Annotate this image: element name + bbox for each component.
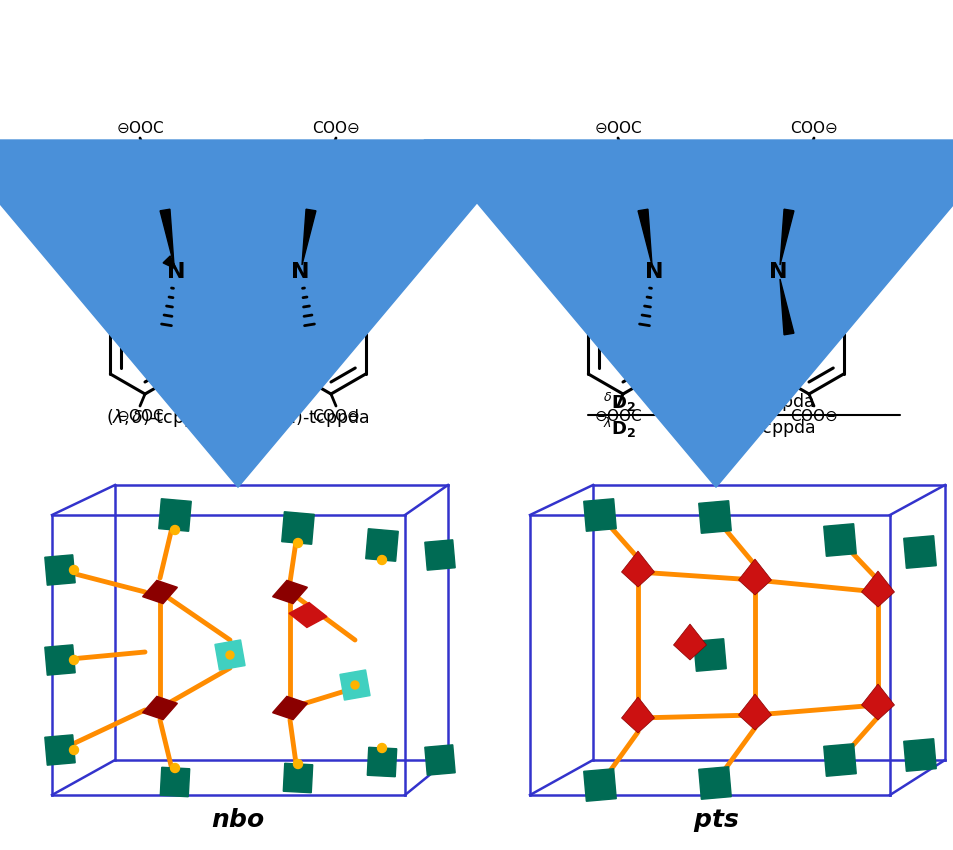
Text: N: N	[291, 262, 309, 282]
Polygon shape	[273, 581, 307, 604]
Text: $\ominus$OOC: $\ominus$OOC	[593, 408, 641, 423]
Polygon shape	[822, 744, 856, 776]
Polygon shape	[45, 645, 75, 675]
Polygon shape	[142, 696, 177, 720]
Polygon shape	[673, 624, 706, 660]
Text: COO$\ominus$: COO$\ominus$	[312, 408, 359, 423]
Text: COO$\ominus$: COO$\ominus$	[312, 121, 359, 136]
Polygon shape	[214, 640, 245, 670]
Text: $^{\lambda}\mathbf{D_2}$: $^{\lambda}\mathbf{D_2}$	[602, 416, 636, 440]
Text: N: N	[644, 262, 662, 282]
Text: N: N	[768, 262, 786, 282]
Text: $\ominus$OOC: $\ominus$OOC	[593, 121, 641, 136]
Polygon shape	[289, 603, 327, 627]
Text: COO$\ominus$: COO$\ominus$	[789, 121, 837, 136]
Polygon shape	[780, 209, 793, 265]
Text: $(\lambda, \lambda)$-tcppda: $(\lambda, \lambda)$-tcppda	[704, 391, 814, 413]
Polygon shape	[738, 694, 771, 730]
Text: $(\lambda, \delta)$-tcppda  $\equiv$  $(\delta, \lambda)$-tcppda: $(\lambda, \delta)$-tcppda $\equiv$ $(\d…	[106, 407, 369, 429]
Polygon shape	[738, 559, 771, 595]
Polygon shape	[45, 735, 75, 765]
Polygon shape	[822, 524, 856, 556]
Circle shape	[70, 565, 78, 575]
Polygon shape	[365, 529, 397, 561]
Polygon shape	[163, 256, 175, 269]
Text: $^{\delta}\mathbf{D_2}$: $^{\delta}\mathbf{D_2}$	[602, 390, 636, 414]
Polygon shape	[273, 696, 307, 720]
Circle shape	[377, 744, 386, 752]
Polygon shape	[902, 739, 935, 771]
Polygon shape	[339, 670, 370, 700]
Polygon shape	[367, 747, 396, 777]
Polygon shape	[698, 501, 731, 533]
Circle shape	[171, 763, 179, 773]
Circle shape	[70, 745, 78, 755]
Text: COO$\ominus$: COO$\ominus$	[789, 408, 837, 423]
Polygon shape	[638, 209, 651, 265]
Polygon shape	[620, 697, 654, 733]
Text: $\bfit{pts}$: $\bfit{pts}$	[692, 807, 739, 834]
Circle shape	[294, 760, 302, 768]
Polygon shape	[45, 555, 75, 585]
Text: $\ominus$OOC: $\ominus$OOC	[115, 408, 164, 423]
Polygon shape	[160, 768, 190, 796]
Polygon shape	[693, 638, 725, 672]
Circle shape	[171, 525, 179, 535]
Polygon shape	[780, 279, 793, 335]
Polygon shape	[424, 540, 455, 570]
Polygon shape	[698, 767, 731, 799]
Circle shape	[70, 655, 78, 665]
Polygon shape	[142, 581, 177, 604]
Polygon shape	[583, 768, 616, 802]
Polygon shape	[583, 499, 616, 531]
Text: $\mathbf{C_{2h}}$: $\mathbf{C_{2h}}$	[218, 378, 257, 402]
Polygon shape	[861, 571, 894, 607]
Polygon shape	[160, 209, 173, 265]
Text: $\mathbf{D_2}$: $\mathbf{D_2}$	[700, 378, 730, 402]
Text: N: N	[167, 262, 185, 282]
Circle shape	[226, 651, 233, 659]
Polygon shape	[283, 763, 313, 793]
Text: $(\delta, \delta)$-tcppda: $(\delta, \delta)$-tcppda	[704, 417, 815, 439]
Polygon shape	[620, 551, 654, 587]
Circle shape	[377, 556, 386, 564]
Polygon shape	[902, 536, 935, 569]
Polygon shape	[302, 209, 315, 265]
Polygon shape	[861, 684, 894, 720]
Circle shape	[294, 539, 302, 547]
Text: $\bfit{nbo}$: $\bfit{nbo}$	[211, 808, 265, 832]
Polygon shape	[424, 745, 455, 775]
Polygon shape	[281, 512, 314, 544]
Polygon shape	[158, 499, 191, 531]
Text: $\ominus$OOC: $\ominus$OOC	[115, 121, 164, 136]
Circle shape	[351, 681, 358, 689]
